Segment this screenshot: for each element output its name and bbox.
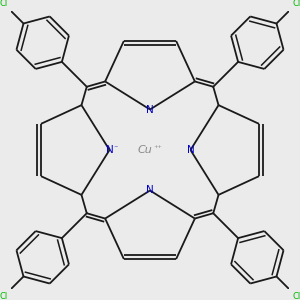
Text: ⁻: ⁻ bbox=[113, 143, 118, 152]
Text: Cl: Cl bbox=[0, 0, 7, 8]
Text: N: N bbox=[146, 185, 154, 196]
Text: Cl: Cl bbox=[293, 0, 300, 8]
Text: ⁺⁺: ⁺⁺ bbox=[154, 144, 163, 153]
Text: Cl: Cl bbox=[0, 292, 7, 300]
Text: Cl: Cl bbox=[293, 292, 300, 300]
Text: Cu: Cu bbox=[138, 145, 152, 155]
Text: N: N bbox=[187, 145, 194, 155]
Text: N: N bbox=[106, 145, 113, 155]
Text: N: N bbox=[146, 104, 154, 115]
